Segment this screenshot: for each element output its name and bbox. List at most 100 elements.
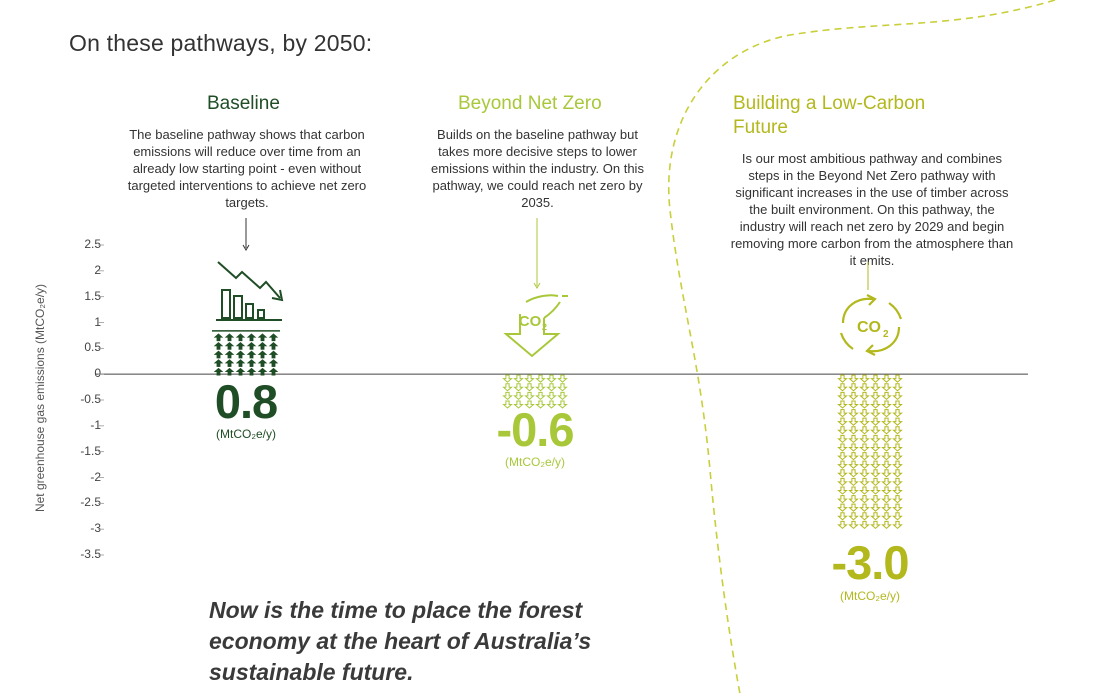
arrow-glyph <box>257 367 268 376</box>
arrow-glyph <box>848 460 859 469</box>
arrow-glyph <box>213 367 224 376</box>
arrow-glyph <box>892 452 903 461</box>
arrow-glyph <box>235 342 246 350</box>
arrow-glyph <box>870 383 881 392</box>
co2-cycle-icon: CO 2 <box>839 294 903 356</box>
arrow-glyph <box>859 512 870 521</box>
arrow-glyph <box>546 383 557 392</box>
arrow-glyph <box>870 469 881 478</box>
arrow-glyph <box>535 391 546 401</box>
arrow-glyph <box>870 477 881 487</box>
arrow-glyph <box>881 417 892 426</box>
arrow-glyph <box>837 469 848 478</box>
arrow-glyph <box>881 409 892 418</box>
arrow-glyph <box>837 426 848 435</box>
arrow-glyph <box>502 383 513 392</box>
arrow-glyph <box>892 443 903 452</box>
arrow-glyph <box>837 374 848 383</box>
arrow-glyph <box>892 486 903 495</box>
arrow-glyph <box>502 391 513 401</box>
arrow-glyph <box>870 400 881 409</box>
arrow-glyph <box>848 374 859 383</box>
arrow-glyph <box>870 426 881 435</box>
baseline-bar <box>213 333 279 376</box>
arrow-glyph <box>848 391 859 401</box>
arrow-glyph <box>246 367 257 376</box>
arrow-glyph <box>859 400 870 409</box>
arrow-glyph <box>870 443 881 452</box>
low-carbon-future-unit: (MtCO₂e/y) <box>840 589 900 603</box>
y-tick-label: -2 <box>90 469 101 484</box>
arrow-glyph <box>881 391 892 401</box>
arrow-glyph <box>881 400 892 409</box>
arrow-glyph <box>837 417 848 426</box>
arrow-glyph <box>881 503 892 512</box>
arrow-glyph <box>246 342 257 350</box>
arrow-glyph <box>268 342 279 350</box>
arrow-glyph <box>848 443 859 452</box>
y-tick-label: 1 <box>94 314 101 329</box>
arrow-glyph <box>224 333 235 342</box>
arrow-glyph <box>837 452 848 461</box>
arrow-glyph <box>859 391 870 401</box>
svg-text:2: 2 <box>883 329 889 340</box>
arrow-glyph <box>268 367 279 376</box>
arrow-glyph <box>848 426 859 435</box>
svg-text:CO: CO <box>519 313 542 330</box>
arrow-glyph <box>881 434 892 444</box>
callout-arrowhead <box>242 244 250 251</box>
arrow-glyph <box>859 426 870 435</box>
arrow-glyph <box>892 434 903 444</box>
svg-text:2: 2 <box>542 322 547 332</box>
arrow-glyph <box>246 350 257 359</box>
arrow-glyph <box>870 374 881 383</box>
arrow-glyph <box>235 350 246 359</box>
arrow-glyph <box>892 477 903 487</box>
arrow-glyph <box>892 503 903 512</box>
arrow-glyph <box>837 391 848 401</box>
arrow-glyph <box>546 400 557 409</box>
y-tick-label: -2.5 <box>80 495 101 510</box>
arrow-glyph <box>848 486 859 495</box>
arrow-glyph <box>513 400 524 409</box>
arrow-glyph <box>859 434 870 444</box>
arrow-glyph <box>246 359 257 367</box>
declining-bar-chart-icon <box>216 261 284 321</box>
arrow-glyph <box>881 495 892 504</box>
arrow-glyph <box>837 460 848 469</box>
arrow-glyph <box>848 417 859 426</box>
arrow-glyph <box>257 359 268 367</box>
arrow-glyph <box>257 342 268 350</box>
arrow-glyph <box>837 383 848 392</box>
arrow-glyph <box>837 520 848 530</box>
arrow-glyph <box>213 350 224 359</box>
arrow-glyph <box>892 391 903 401</box>
arrow-glyph <box>870 409 881 418</box>
callout-arrowhead <box>533 282 541 289</box>
arrow-glyph <box>881 512 892 521</box>
arrow-glyph <box>513 391 524 401</box>
arrow-glyph <box>848 520 859 530</box>
arrow-glyph <box>848 400 859 409</box>
arrow-glyph <box>235 367 246 376</box>
baseline-value: 0.8 <box>214 375 278 428</box>
arrow-glyph <box>837 434 848 444</box>
arrow-glyph <box>859 383 870 392</box>
arrow-glyph <box>257 350 268 359</box>
arrow-glyph <box>848 409 859 418</box>
arrow-glyph <box>859 503 870 512</box>
arrow-glyph <box>848 503 859 512</box>
arrow-glyph <box>870 495 881 504</box>
arrow-glyph <box>268 359 279 367</box>
arrow-glyph <box>859 374 870 383</box>
arrow-glyph <box>848 512 859 521</box>
arrow-glyph <box>837 400 848 409</box>
arrow-glyph <box>870 503 881 512</box>
arrow-glyph <box>859 409 870 418</box>
arrow-glyph <box>235 359 246 367</box>
arrow-glyph <box>546 391 557 401</box>
arrow-glyph <box>837 409 848 418</box>
beyond-net-zero-bar <box>502 374 568 409</box>
arrow-glyph <box>892 469 903 478</box>
